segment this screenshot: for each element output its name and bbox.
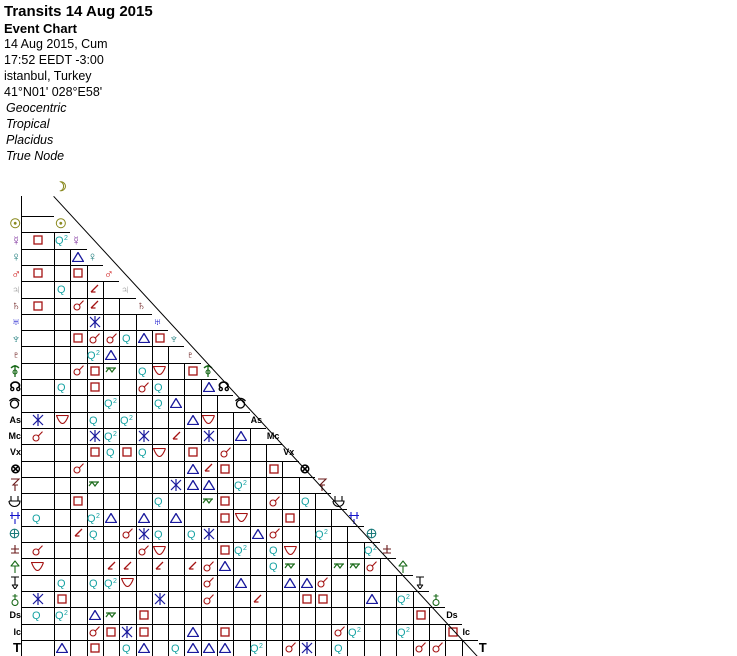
svg-text:Q: Q: [122, 643, 131, 654]
svg-text:Q: Q: [106, 447, 115, 458]
svg-text:Q: Q: [55, 235, 64, 246]
svg-text:2: 2: [64, 610, 68, 617]
svg-text:2: 2: [96, 350, 100, 357]
svg-text:Q: Q: [87, 513, 96, 524]
svg-text:Q: Q: [104, 431, 113, 442]
svg-text:Q: Q: [57, 578, 66, 589]
svg-text:Q: Q: [120, 415, 129, 426]
svg-text:2: 2: [64, 235, 68, 242]
svg-text:Q: Q: [89, 578, 98, 589]
svg-text:Q: Q: [348, 627, 357, 638]
svg-text:Q: Q: [397, 627, 406, 638]
svg-text:Q: Q: [87, 350, 96, 361]
svg-text:Q: Q: [57, 382, 66, 393]
svg-text:Q: Q: [397, 594, 406, 605]
svg-text:2: 2: [96, 513, 100, 520]
svg-text:Q: Q: [315, 529, 324, 540]
svg-text:2: 2: [259, 643, 263, 650]
svg-text:Q: Q: [57, 284, 66, 295]
svg-text:2: 2: [113, 431, 117, 438]
svg-text:Q: Q: [154, 496, 163, 507]
svg-text:2: 2: [406, 594, 410, 601]
svg-text:Q: Q: [234, 545, 243, 556]
svg-text:Q: Q: [154, 398, 163, 409]
svg-text:Q: Q: [138, 366, 147, 377]
svg-text:2: 2: [113, 398, 117, 405]
svg-text:Q: Q: [89, 529, 98, 540]
svg-text:Q: Q: [269, 545, 278, 556]
svg-text:Q: Q: [364, 545, 373, 556]
svg-text:2: 2: [406, 627, 410, 634]
svg-text:2: 2: [113, 578, 117, 585]
svg-text:2: 2: [129, 415, 133, 422]
svg-text:Q: Q: [122, 333, 131, 344]
svg-text:Q: Q: [334, 643, 343, 654]
svg-text:Q: Q: [138, 447, 147, 458]
svg-text:Q: Q: [250, 643, 259, 654]
svg-text:Q: Q: [89, 415, 98, 426]
svg-text:Q: Q: [104, 398, 113, 409]
svg-text:Q: Q: [154, 382, 163, 393]
svg-text:Q: Q: [154, 529, 163, 540]
svg-text:2: 2: [324, 529, 328, 536]
svg-text:2: 2: [243, 545, 247, 552]
svg-text:Q: Q: [171, 643, 180, 654]
svg-text:Q: Q: [187, 529, 196, 540]
svg-text:Q: Q: [32, 610, 41, 621]
svg-text:Q: Q: [32, 513, 41, 524]
svg-text:2: 2: [357, 627, 361, 634]
svg-text:Q: Q: [269, 561, 278, 572]
svg-text:Q: Q: [55, 610, 64, 621]
svg-text:Q: Q: [104, 578, 113, 589]
